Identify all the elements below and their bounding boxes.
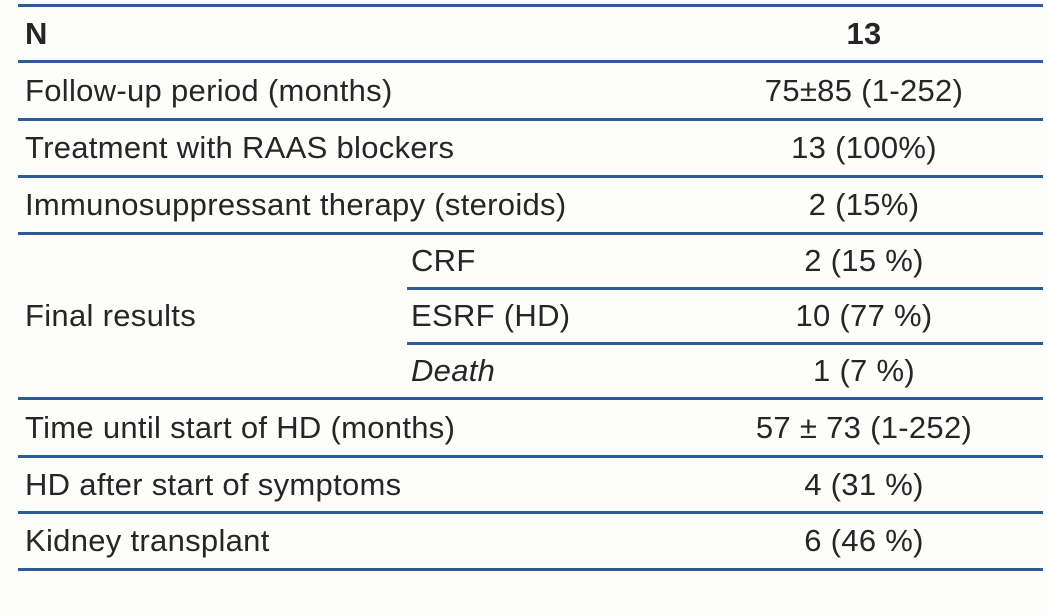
sub-label-cell: ESRF (HD) — [407, 288, 685, 345]
row-label-cell: HD after start of symptoms — [18, 456, 685, 514]
row-value-cell: 2 (15 %) — [685, 233, 1043, 290]
row-value-cell: 2 (15%) — [685, 176, 1043, 235]
sub-label-cell: CRF — [407, 233, 685, 290]
group-label-cell: Final results — [18, 233, 407, 400]
table-row: Treatment with RAAS blockers 13 (100%) — [18, 119, 1043, 178]
table-row: Time until start of HD (months) 57 ± 73 … — [18, 398, 1043, 458]
row-value-cell: 1 (7 %) — [685, 343, 1043, 400]
patient-summary-table: N 13 Follow-up period (months) 75±85 (1-… — [18, 4, 1043, 571]
row-value-cell: 6 (46 %) — [685, 512, 1043, 571]
row-label-cell: Time until start of HD (months) — [18, 398, 685, 458]
row-label-cell: Follow-up period (months) — [18, 61, 685, 121]
table-row: HD after start of symptoms 4 (31 %) — [18, 456, 1043, 514]
table-row: Kidney transplant 6 (46 %) — [18, 512, 1043, 571]
row-value-cell: 75±85 (1-252) — [685, 61, 1043, 121]
table-header-row: N 13 — [18, 5, 1043, 63]
row-value-cell: 57 ± 73 (1-252) — [685, 398, 1043, 458]
row-value-cell: 13 (100%) — [685, 119, 1043, 178]
table-row: Immunosuppressant therapy (steroids) 2 (… — [18, 176, 1043, 235]
header-label-cell: N — [18, 5, 685, 63]
row-value-cell: 4 (31 %) — [685, 456, 1043, 514]
table-row: Final results CRF 2 (15 %) — [18, 233, 1043, 400]
sub-label-cell: Death — [407, 343, 685, 400]
row-value-cell: 10 (77 %) — [685, 288, 1043, 345]
row-label-cell: Kidney transplant — [18, 512, 685, 571]
table-row: Follow-up period (months) 75±85 (1-252) — [18, 61, 1043, 121]
row-label-cell: Immunosuppressant therapy (steroids) — [18, 176, 685, 235]
row-label-cell: Treatment with RAAS blockers — [18, 119, 685, 178]
header-value-cell: 13 — [685, 5, 1043, 63]
table-row: ESRF (HD) 10 (77 %) — [18, 288, 1043, 345]
table-row: Death 1 (7 %) — [18, 343, 1043, 400]
